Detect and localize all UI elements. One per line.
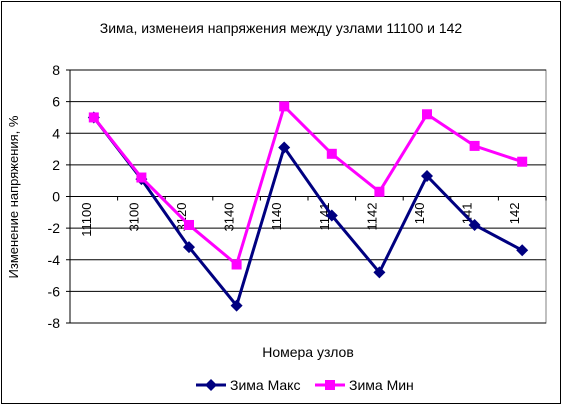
y-tick-label: 0	[52, 189, 60, 205]
series-line	[92, 116, 523, 309]
series-lines	[92, 103, 523, 309]
data-point	[516, 244, 529, 257]
y-tick-label: -8	[48, 315, 61, 331]
x-tick-label: 140	[412, 203, 427, 225]
data-point	[517, 156, 528, 167]
y-tick-label: 6	[52, 94, 60, 110]
data-point	[374, 186, 385, 197]
legend-marker	[205, 379, 217, 391]
x-tick-label: 142	[507, 203, 522, 225]
x-tick-labels: 11100 3100 3120 3140 1140 1141 1142 140 141 142	[79, 203, 522, 237]
data-point	[231, 259, 242, 270]
x-tick-label: 141	[460, 203, 475, 225]
x-tick-label: 11100	[79, 203, 94, 237]
data-point	[88, 112, 99, 123]
legend-marker	[325, 380, 335, 390]
legend-label: Зима Макс	[230, 377, 300, 393]
data-point	[184, 219, 194, 230]
x-tick-label: 1140	[269, 203, 284, 231]
x-tick-label: 3140	[222, 203, 237, 232]
data-point	[326, 148, 337, 159]
data-point	[468, 218, 481, 231]
data-point	[373, 266, 386, 279]
data-point	[421, 169, 433, 182]
data-point	[325, 209, 338, 222]
x-tick-label: 1142	[364, 203, 379, 231]
data-point	[136, 172, 147, 183]
legend-label: Зима Мин	[349, 377, 414, 393]
y-tick-label: -4	[48, 252, 61, 268]
axes	[66, 69, 547, 324]
data-point	[469, 140, 480, 151]
data-point	[278, 141, 291, 154]
data-point	[183, 241, 195, 254]
y-tick-label: -2	[48, 220, 61, 236]
series-line	[92, 103, 523, 268]
legend: Зима Макс Зима Мин	[196, 377, 414, 393]
data-point	[279, 101, 290, 112]
y-tick-label: 2	[52, 157, 60, 173]
data-point	[230, 299, 243, 312]
x-tick-label: 3100	[126, 203, 141, 232]
data-point	[422, 109, 432, 120]
y-tick-label: 4	[52, 125, 60, 141]
series-markers	[87, 101, 529, 312]
y-tick-labels: 8 6 4 2 0 -2 -4 -6 -8	[48, 62, 61, 331]
x-axis-label: Номера узлов	[262, 344, 354, 360]
y-axis-label: Изменение напряжения, %	[6, 115, 21, 278]
y-tick-label: -6	[48, 283, 61, 299]
chart-title: Зима, изменеия напряжения между узлами 1…	[100, 20, 463, 36]
y-tick-label: 8	[52, 62, 60, 78]
